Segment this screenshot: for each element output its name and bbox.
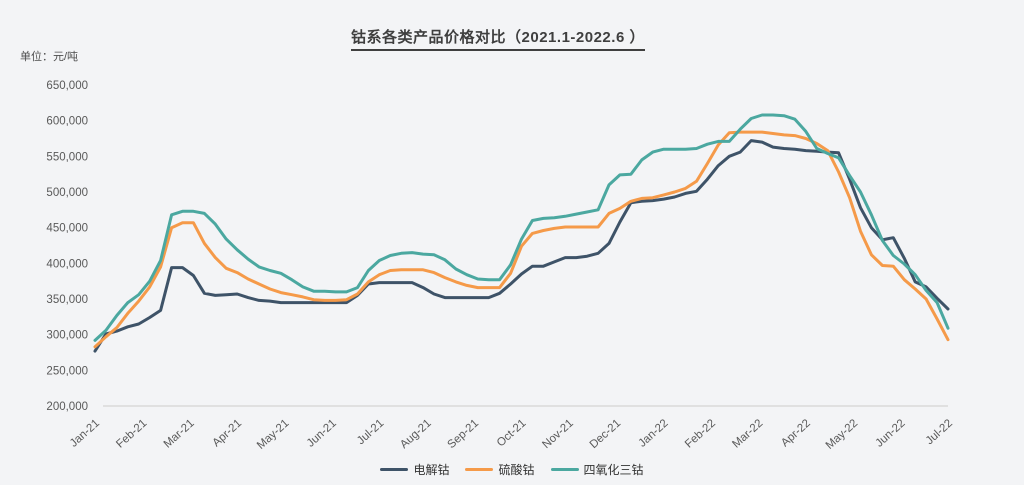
y-tick-label: 300,000 <box>46 330 88 342</box>
chart-title-text: 钴系各类产品价格对比（2021.1-2022.6 ） <box>351 26 645 51</box>
y-tick-label: 550,000 <box>46 151 88 163</box>
y-tick-label: 650,000 <box>46 80 88 92</box>
x-tick-label: Jun-21 <box>305 417 339 449</box>
chart-title: 钴系各类产品价格对比（2021.1-2022.6 ） <box>0 26 996 51</box>
x-tick-label: May-22 <box>824 417 861 452</box>
x-tick-label: Feb-22 <box>683 417 718 450</box>
legend-item-硫酸钴: 硫酸钴 <box>465 461 535 478</box>
legend-label: 四氧化三钴 <box>583 463 644 477</box>
x-tick-label: Aug-21 <box>398 417 434 451</box>
legend-line-swatch <box>465 468 494 471</box>
x-tick-label: Feb-21 <box>114 417 149 450</box>
y-tick-label: 500,000 <box>46 187 88 199</box>
x-tick-label: Mar-21 <box>162 417 197 450</box>
legend-item-四氧化三钴: 四氧化三钴 <box>550 461 644 478</box>
x-tick-label: Mar-22 <box>730 417 765 450</box>
y-tick-label: 600,000 <box>46 116 88 128</box>
x-tick-label: Jan-22 <box>637 417 671 449</box>
x-tick-label: Oct-21 <box>495 417 529 449</box>
legend-label: 硫酸钴 <box>498 463 535 477</box>
x-tick-label: Jan-21 <box>68 417 102 449</box>
y-tick-label: 400,000 <box>46 258 88 270</box>
series-line-四氧化三钴 <box>93 113 950 342</box>
x-tick-label: May-21 <box>255 417 292 452</box>
legend-line-swatch <box>380 468 409 471</box>
x-tick-label: Nov-21 <box>540 417 576 451</box>
series-line-硫酸钴 <box>93 130 950 349</box>
chart-legend: 电解钴 硫酸钴 四氧化三钴 <box>0 461 1024 478</box>
x-tick-label: Apr-21 <box>210 417 244 449</box>
x-tick-label: Jul-21 <box>355 417 386 447</box>
y-tick-label: 450,000 <box>46 223 88 235</box>
series-line-电解钴 <box>93 139 950 353</box>
x-tick-label: Jun-22 <box>873 417 907 449</box>
x-tick-label: Sep-21 <box>446 417 482 451</box>
legend-item-电解钴: 电解钴 <box>380 461 449 478</box>
y-tick-label: 200,000 <box>46 401 88 413</box>
y-tick-label: 250,000 <box>46 365 88 377</box>
y-tick-label: 350,000 <box>46 294 88 306</box>
x-tick-label: Apr-22 <box>779 417 813 449</box>
unit-label: 单位：元/吨 <box>20 51 79 63</box>
legend-line-swatch <box>550 468 579 471</box>
x-tick-label: Jul-22 <box>924 417 955 447</box>
legend-label: 电解钴 <box>413 463 450 477</box>
x-tick-label: Dec-21 <box>588 417 624 451</box>
